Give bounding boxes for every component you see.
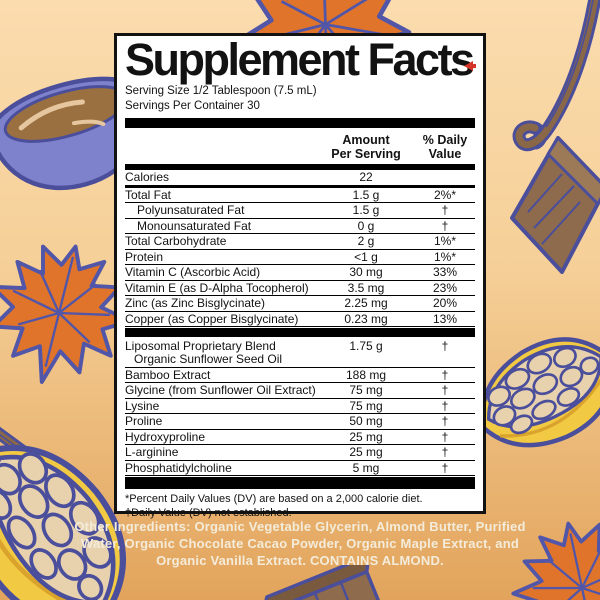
amount-per-serving-value: 30 mg <box>349 265 383 279</box>
table-row: Liposomal Proprietary Blend Organic Sunfl… <box>125 339 475 368</box>
nutrient-name: Calories <box>125 170 170 184</box>
cacao-pod-icon <box>480 337 600 448</box>
table-row: Phosphatidylcholine 5 mg † <box>125 460 475 476</box>
daily-value-percent: † <box>441 445 449 459</box>
daily-value-percent: 1%* <box>433 234 456 248</box>
nutrient-table: Calories 22 Total Fat 1.5 g 2%* Polyunsaturat… <box>125 170 475 476</box>
other-ingredients-line3: Organic Vanilla Extract. CONTAINS ALMOND… <box>156 553 444 568</box>
daily-value-percent: † <box>441 218 449 233</box>
divider-bar-thick <box>125 118 475 128</box>
table-row: Copper (as Copper Bisglycinate) 0.23 mg 13… <box>125 311 475 327</box>
daily-value-percent: 13% <box>432 311 458 326</box>
nutrient-name: Lysine <box>125 398 160 413</box>
supplement-facts-panel: Supplement Facts Serving Size 1/2 Tables… <box>114 33 486 519</box>
daily-value-percent: 1%* <box>433 249 456 264</box>
divider-bar-section <box>125 328 475 337</box>
table-row: L-arginine 25 mg † <box>125 445 475 461</box>
maple-leaf-icon <box>511 521 600 600</box>
footnote-daily-values: *Percent Daily Values (DV) are based on … <box>125 493 423 505</box>
table-row: Proline 50 mg † <box>125 414 475 430</box>
table-row: Polyunsaturated Fat 1.5 g † <box>125 203 475 219</box>
amount-per-serving-value: 2.25 mg <box>344 296 388 310</box>
divider-bar-bottom <box>125 477 475 489</box>
daily-value-percent: † <box>441 367 449 382</box>
nutrient-name: L-arginine <box>125 445 179 459</box>
amount-per-serving-value: 75 mg <box>349 383 383 397</box>
nutrient-name: Proline <box>125 414 163 428</box>
other-ingredients-text: Other Ingredients: Organic Vegetable Gly… <box>38 518 562 569</box>
table-row: Glycine (from Sunflower Oil Extract) 75 m… <box>125 383 475 399</box>
amount-per-serving-value: 0 g <box>357 218 375 233</box>
nutrient-name: Zinc (as Zinc Bisglycinate) <box>125 296 266 310</box>
amount-per-serving-value: 25 mg <box>349 445 383 459</box>
amount-per-serving-value: 1.75 g <box>349 339 383 353</box>
amount-per-serving-value: 75 mg <box>349 398 383 413</box>
chocolate-bar-icon <box>260 565 381 600</box>
nutrient-name: Total Carbohydrate <box>125 234 227 248</box>
amount-per-serving-value: 22 <box>359 170 373 184</box>
red-arrow-icon <box>464 61 476 71</box>
daily-value-column-header: % Daily Value <box>422 133 468 161</box>
column-headers: Amount Per Serving % Daily Value <box>125 131 475 164</box>
nutrient-name: Vitamin C (Ascorbic Acid) <box>125 265 261 279</box>
other-ingredients-line2: Water, Organic Chocolate Cacao Powder, O… <box>80 536 520 551</box>
amount-per-serving-value: <1 g <box>354 249 378 264</box>
table-row: Protein <1 g 1%* <box>125 249 475 265</box>
panel-title: Supplement Facts <box>125 34 475 85</box>
nutrient-name: Monounsaturated Fat <box>137 218 252 233</box>
amount-per-serving-value: 188 mg <box>345 367 387 382</box>
nutrient-name: Phosphatidylcholine <box>125 460 232 475</box>
footnote-dv-not-established: †Daily Value (DV) not established. <box>125 506 292 519</box>
other-ingredients-line1: Other Ingredients: Organic Vegetable Gly… <box>74 519 526 534</box>
daily-value-percent: † <box>441 203 449 217</box>
serving-size-text: Serving Size 1/2 Tablespoon (7.5 mL) <box>125 85 317 97</box>
daily-value-percent: † <box>441 414 449 428</box>
amount-per-serving-value: 2 g <box>357 234 375 248</box>
vanilla-bean-icon <box>512 0 600 152</box>
nutrient-name: Liposomal Proprietary Blend Organic Sunfl… <box>125 339 283 366</box>
daily-value-percent: 2%* <box>433 187 456 202</box>
nutrient-name: Hydroxyproline <box>125 429 206 444</box>
table-row: Monounsaturated Fat 0 g † <box>125 218 475 234</box>
daily-value-percent: 20% <box>432 296 458 310</box>
table-row: Calories 22 <box>125 170 475 188</box>
nutrient-name: Protein <box>125 249 164 264</box>
amount-per-serving-value: 50 mg <box>349 414 383 428</box>
daily-value-percent: † <box>441 383 449 397</box>
cacao-pod-icon <box>0 444 126 600</box>
table-row: Bamboo Extract 188 mg † <box>125 367 475 383</box>
nutrient-name: Bamboo Extract <box>125 367 211 382</box>
amount-per-serving-value: 25 mg <box>349 429 383 444</box>
amount-column-header: Amount Per Serving <box>331 133 401 161</box>
nutrient-name: Vitamin E (as D-Alpha Tocopherol) <box>125 280 309 295</box>
nutrient-name: Total Fat <box>125 187 172 202</box>
amount-per-serving-value: 1.5 g <box>352 203 380 217</box>
daily-value-percent: 33% <box>432 265 458 279</box>
table-row: Vitamin C (Ascorbic Acid) 30 mg 33% <box>125 265 475 281</box>
servings-per-container-text: Servings Per Container 30 <box>125 100 260 112</box>
amount-per-serving-value: 1.5 g <box>352 187 380 202</box>
daily-value-percent: † <box>441 460 449 475</box>
nutrient-name: Glycine (from Sunflower Oil Extract) <box>125 383 316 397</box>
table-row: Hydroxyproline 25 mg † <box>125 429 475 445</box>
amount-per-serving-value: 3.5 mg <box>347 280 385 295</box>
table-row: Vitamin E (as D-Alpha Tocopherol) 3.5 mg 2… <box>125 280 475 296</box>
nutrient-name: Copper (as Copper Bisglycinate) <box>125 311 299 326</box>
daily-value-percent: 23% <box>432 280 458 295</box>
table-row: Zinc (as Zinc Bisglycinate) 2.25 mg 20% <box>125 296 475 312</box>
table-row: Total Carbohydrate 2 g 1%* <box>125 234 475 250</box>
table-row: Total Fat 1.5 g 2%* <box>125 187 475 203</box>
daily-value-percent: † <box>441 429 449 444</box>
amount-per-serving-value: 5 mg <box>352 460 380 475</box>
daily-value-percent: † <box>441 398 449 413</box>
nutrient-name: Polyunsaturated Fat <box>137 203 245 217</box>
table-row: Lysine 75 mg † <box>125 398 475 414</box>
chocolate-chunk-icon <box>510 136 600 274</box>
amount-per-serving-value: 0.23 mg <box>344 311 388 326</box>
divider-bar-medium <box>125 164 475 170</box>
daily-value-percent: † <box>441 339 449 353</box>
